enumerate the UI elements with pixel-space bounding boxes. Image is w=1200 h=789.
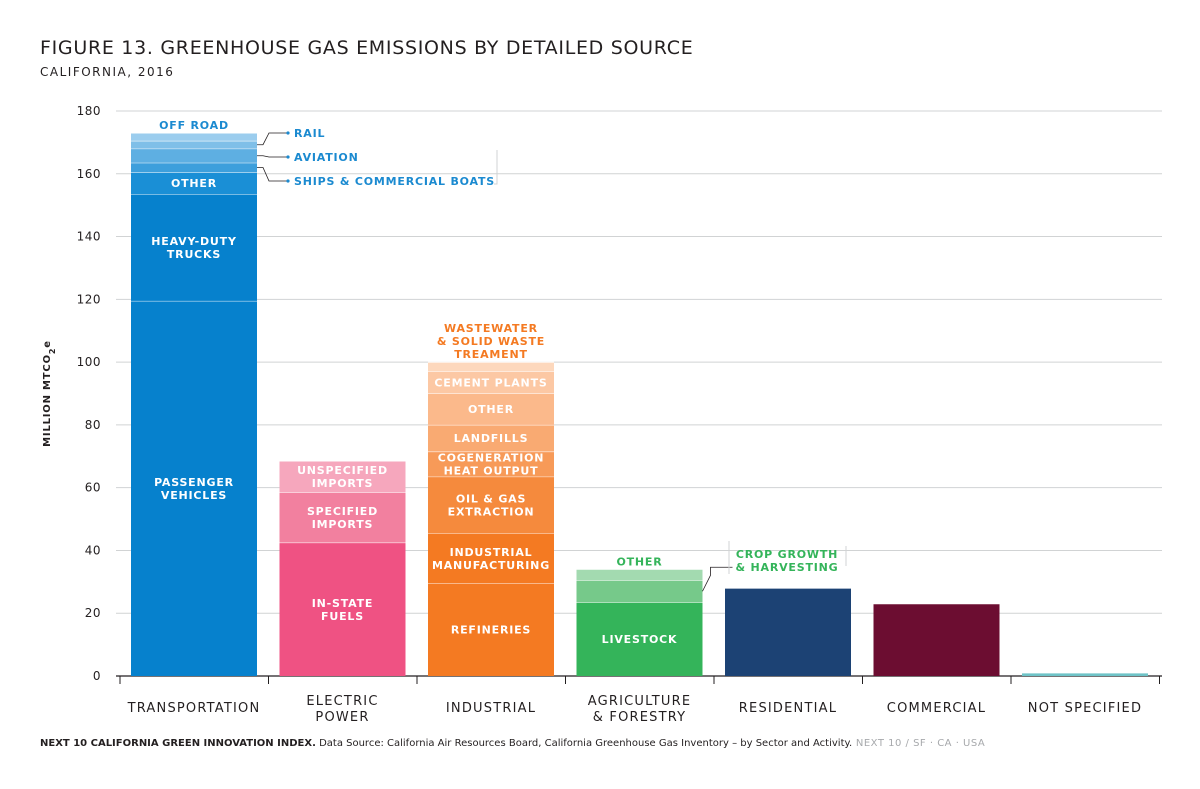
- segment-label: COGENERATION: [438, 452, 545, 465]
- segment-label: REFINERIES: [451, 624, 531, 637]
- segment-label: PASSENGER: [154, 476, 234, 489]
- stacked-bar-chart: 0 20 40 60 80 100 120 140 160 180 MILLION MTCO2e PA…: [42, 104, 1162, 725]
- bar-segment: [131, 172, 257, 195]
- y-tick-label: 20: [85, 606, 101, 620]
- bar-segment: [873, 603, 1000, 676]
- segment-label: OTHER: [616, 555, 662, 568]
- y-axis-label: MILLION MTCO2e: [42, 340, 57, 447]
- bar-segment: [131, 194, 257, 301]
- y-tick-label: 120: [77, 292, 101, 306]
- bar-segment: [1022, 672, 1148, 676]
- y-tick-label: 80: [85, 418, 101, 432]
- callout-leader: [257, 155, 287, 158]
- y-tick-label: 180: [77, 104, 101, 118]
- segment-label: CEMENT PLANTS: [434, 377, 547, 390]
- bar-segment: [428, 533, 554, 584]
- segment-label: IMPORTS: [312, 477, 373, 490]
- y-tick-label: 100: [77, 355, 101, 369]
- segment-label: & SOLID WASTE: [437, 335, 545, 348]
- segment-label: WASTEWATER: [444, 322, 538, 335]
- callout-dot: [286, 179, 290, 183]
- segment-label: OTHER: [171, 177, 217, 190]
- callout-leader: [257, 167, 287, 182]
- bar-segment: [428, 424, 554, 452]
- callout-leader: [702, 566, 733, 592]
- segment-label: INDUSTRIAL: [450, 546, 533, 559]
- segment-label: FUELS: [321, 610, 364, 623]
- segment-label: OFF ROAD: [159, 119, 229, 132]
- segment-label: VEHICLES: [161, 489, 227, 502]
- segment-label: IMPORTS: [312, 518, 373, 531]
- bar-segment: [279, 460, 406, 493]
- bar-segment: [428, 583, 554, 676]
- y-tick-label: 160: [77, 167, 101, 181]
- category-label: RESIDENTIAL: [739, 701, 837, 716]
- segment-label: SPECIFIED: [307, 505, 378, 518]
- segment-label: TREAMENT: [454, 348, 528, 361]
- segment-label: TRUCKS: [167, 248, 221, 261]
- bar-segment: [428, 362, 554, 372]
- bar-segment: [428, 451, 554, 477]
- segment-label: IN-STATE: [312, 597, 374, 610]
- bar-segment: [131, 148, 257, 163]
- bar-segment: [131, 162, 257, 173]
- category-label: ELECTRIC: [306, 694, 378, 709]
- footer-source: Data Source: California Air Resources Bo…: [315, 738, 853, 749]
- category-label: AGRICULTURE: [588, 694, 692, 709]
- chart-subtitle: CALIFORNIA, 2016: [40, 65, 175, 79]
- segment-label: LIVESTOCK: [602, 633, 678, 646]
- y-tick-label: 0: [93, 669, 101, 683]
- category-label: POWER: [315, 710, 369, 725]
- category-label: COMMERCIAL: [887, 701, 986, 716]
- category-label: NOT SPECIFIED: [1028, 701, 1142, 716]
- footer-publication: NEXT 10 CALIFORNIA GREEN INNOVATION INDE…: [40, 738, 316, 749]
- segment-label: HEAVY-DUTY: [151, 235, 237, 248]
- bar-segment: [131, 300, 257, 676]
- callout-bracket: [494, 150, 498, 185]
- bar-segment: [131, 132, 257, 141]
- bar-segment: [428, 371, 554, 394]
- category-label: TRANSPORTATION: [127, 701, 261, 716]
- bar-segment: [576, 602, 703, 676]
- y-tick-label: 60: [85, 481, 101, 495]
- footer: NEXT 10 CALIFORNIA GREEN INNOVATION INDE…: [40, 738, 985, 749]
- category-label: INDUSTRIAL: [446, 701, 536, 716]
- segment-label: UNSPECIFIED: [297, 464, 388, 477]
- bar-segment: [576, 580, 703, 603]
- bar-segment: [725, 588, 851, 676]
- callout-leader: [257, 132, 287, 146]
- y-tick-label: 40: [85, 543, 101, 557]
- segment-label: OIL & GAS: [456, 492, 526, 505]
- bar-segment: [428, 393, 554, 425]
- chart-title: FIGURE 13. GREENHOUSE GAS EMISSIONS BY D…: [40, 37, 694, 59]
- callout-dot: [286, 155, 290, 159]
- callout-dot: [286, 131, 290, 135]
- bar-segment: [428, 476, 554, 534]
- callout-label: RAIL: [294, 127, 325, 140]
- bar-segment: [131, 140, 257, 149]
- y-tick-label: 140: [77, 230, 101, 244]
- callout-label: AVIATION: [294, 151, 359, 164]
- category-label: & FORESTRY: [593, 710, 687, 725]
- bar-segment: [279, 492, 406, 543]
- segment-label: EXTRACTION: [448, 505, 535, 518]
- footer-brand: NEXT 10 / SF · CA · USA: [852, 738, 986, 749]
- callout-label: SHIPS & COMMERCIAL BOATS: [294, 175, 495, 188]
- bar-segment: [279, 542, 406, 676]
- callout-label: & HARVESTING: [736, 561, 839, 574]
- bar-segment: [576, 569, 703, 581]
- segment-label: MANUFACTURING: [432, 559, 550, 572]
- segment-label: HEAT OUTPUT: [444, 465, 539, 478]
- segment-label: LANDFILLS: [454, 432, 529, 445]
- callout-label: CROP GROWTH: [736, 548, 838, 561]
- segment-label: OTHER: [468, 403, 514, 416]
